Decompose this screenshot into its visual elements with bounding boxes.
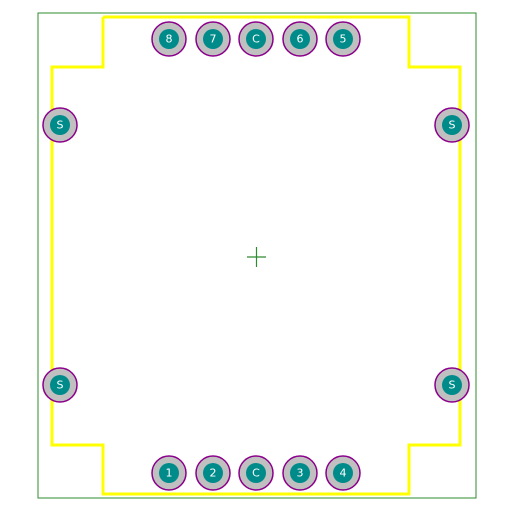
pad-top-3[interactable]: C xyxy=(238,21,274,57)
pad-bottom-3[interactable]: C xyxy=(238,455,274,491)
board-outline xyxy=(37,12,477,499)
pad-top-4[interactable]: 6 xyxy=(282,21,318,57)
pad-core xyxy=(442,375,462,395)
pad-core xyxy=(442,115,462,135)
pad-label: 3 xyxy=(297,467,304,480)
pad-right-upper[interactable]: S xyxy=(434,107,470,143)
pad-bottom-5[interactable]: 4 xyxy=(325,455,361,491)
pad-label: 2 xyxy=(210,467,217,480)
pad-core xyxy=(159,463,179,483)
pad-core xyxy=(50,375,70,395)
pad-label: S xyxy=(449,379,456,392)
pad-label: S xyxy=(449,119,456,132)
pad-core xyxy=(290,29,310,49)
pad-label: 8 xyxy=(166,33,173,46)
pad-left-lower[interactable]: S xyxy=(42,367,78,403)
pad-bottom-1[interactable]: 1 xyxy=(151,455,187,491)
pad-core xyxy=(333,463,353,483)
origin-marker xyxy=(247,247,266,267)
pad-core xyxy=(50,115,70,135)
pad-label: C xyxy=(252,467,260,480)
pad-core xyxy=(203,29,223,49)
pad-core xyxy=(203,463,223,483)
pad-bottom-4[interactable]: 3 xyxy=(282,455,318,491)
pad-label: S xyxy=(57,379,64,392)
pad-core xyxy=(290,463,310,483)
pad-bottom-2[interactable]: 2 xyxy=(195,455,231,491)
pad-label: 5 xyxy=(340,33,347,46)
pad-left-upper[interactable]: S xyxy=(42,107,78,143)
pad-top-5[interactable]: 5 xyxy=(325,21,361,57)
pad-label: C xyxy=(252,33,260,46)
pad-label: 6 xyxy=(297,33,304,46)
pad-core xyxy=(246,29,266,49)
pad-core xyxy=(333,29,353,49)
pad-top-2[interactable]: 7 xyxy=(195,21,231,57)
pad-label: 1 xyxy=(166,467,173,480)
pad-label: S xyxy=(57,119,64,132)
pad-top-1[interactable]: 8 xyxy=(151,21,187,57)
pad-right-lower[interactable]: S xyxy=(434,367,470,403)
pad-label: 4 xyxy=(340,467,347,480)
pad-core xyxy=(246,463,266,483)
pad-core xyxy=(159,29,179,49)
pad-label: 7 xyxy=(210,33,217,46)
silkscreen-outline xyxy=(50,15,462,496)
